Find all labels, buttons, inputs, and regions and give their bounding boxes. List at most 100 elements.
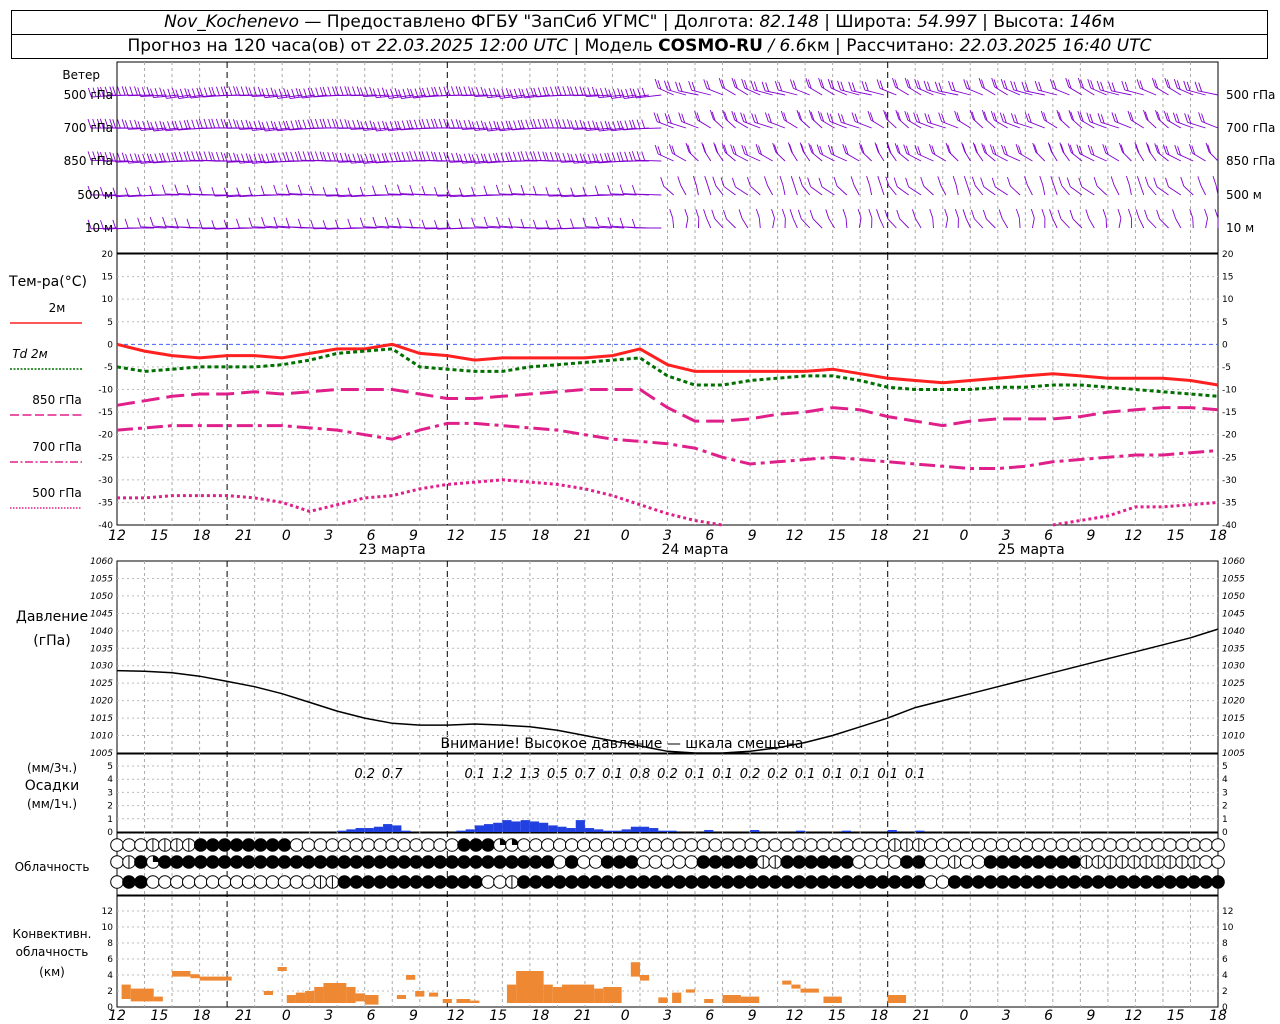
cloud-circle	[612, 855, 627, 869]
wind-barb-feather	[993, 79, 998, 89]
cloud-circle	[193, 855, 208, 869]
wind-barb-feather	[372, 185, 376, 195]
wind-barb-feather	[421, 87, 426, 98]
wind-barb-feather	[755, 144, 760, 154]
wind-barb-feather	[1093, 176, 1098, 187]
wind-barb-feather	[931, 145, 936, 155]
wind-barb	[887, 218, 897, 229]
x-tick-label: 9	[1087, 528, 1096, 544]
wind-barb-feather	[628, 151, 633, 162]
cloud-circle	[433, 855, 447, 869]
cloud-circle	[529, 875, 543, 889]
wind-barb-feather	[488, 121, 493, 131]
precip-3h-value: 0.7	[575, 767, 596, 782]
wind-barb-feather	[241, 153, 245, 163]
x-tick-label-bottom: 21	[574, 1008, 592, 1024]
wind-barb	[879, 218, 885, 229]
wind-level-left: 700 гПа	[64, 121, 113, 135]
wind-barb-feather	[869, 112, 874, 122]
wind-barb-feather	[509, 89, 514, 99]
wind-barb-feather	[438, 118, 443, 128]
cloud-circle	[876, 855, 890, 869]
press-tick-right: 1035	[1222, 644, 1245, 654]
precip-tick-right: 4	[1222, 775, 1228, 785]
wind-barb-feather	[532, 118, 537, 129]
precip-bar	[364, 828, 374, 832]
wind-barb-feather	[134, 86, 138, 96]
cloud-circle	[337, 838, 352, 852]
wind-barb	[772, 218, 775, 229]
temp-tick-left: -10	[98, 386, 113, 396]
wind-barb-feather	[989, 144, 994, 154]
wind-barb-feather	[1172, 209, 1176, 219]
wind-barb-feather	[612, 88, 617, 98]
cloud-circle	[385, 875, 400, 889]
lon-label: Долгота:	[674, 12, 754, 32]
wind-barb-feather	[1049, 209, 1053, 219]
wind-barb-feather	[537, 118, 542, 129]
wind-barb-feather	[282, 152, 287, 162]
cloud-circle	[253, 855, 268, 869]
cloud-circle	[517, 875, 531, 889]
wind-level-right: 500 м	[1226, 188, 1262, 202]
wind-barb-feather	[493, 87, 498, 97]
x-tick-label-bottom: 15	[828, 1008, 846, 1024]
wind-barb-feather	[664, 113, 669, 123]
wind-barb	[680, 185, 687, 196]
wind-barb-feather	[861, 80, 866, 91]
cloud-circle	[301, 855, 316, 869]
wind-barb-feather	[761, 81, 766, 91]
wind-barb-feather	[1201, 113, 1205, 123]
wind-barb-feather	[754, 114, 759, 124]
cloud-circle	[182, 875, 196, 889]
cloud-circle	[1199, 838, 1213, 852]
cloud-circle	[277, 855, 292, 869]
wind-barb-feather	[712, 176, 717, 186]
wind-barb-feather	[557, 86, 562, 96]
wind-barb-feather	[134, 153, 139, 163]
wind-barb-feather	[1108, 81, 1112, 91]
wind-barb-feather	[934, 81, 939, 91]
cloud-circle	[1067, 838, 1082, 852]
wind-barb-feather	[604, 153, 609, 163]
precip-bar	[529, 821, 540, 832]
wind-barb-feather	[285, 217, 290, 227]
wind-barb-feather	[352, 86, 356, 96]
cloud-circle	[1187, 875, 1201, 889]
wind-barb-feather	[310, 151, 315, 161]
wind-barb-feather	[468, 119, 473, 130]
wind-barb-feather	[550, 86, 554, 96]
wind-barb	[974, 218, 984, 229]
wind-barb-feather	[322, 86, 327, 97]
wind-barb-feather	[702, 144, 707, 154]
wind-barb-feather	[475, 87, 480, 97]
cloud-circle	[600, 855, 615, 869]
wind-barb-feather	[223, 86, 228, 96]
wind-barb-feather	[297, 119, 302, 130]
wind-barb	[276, 193, 303, 196]
wind-barb-feather	[137, 87, 142, 97]
cloud-circle	[241, 838, 256, 852]
precip-bar	[511, 821, 521, 832]
wind-barb-feather	[385, 121, 390, 131]
cloud-circle	[337, 855, 352, 869]
cloud-circle	[409, 838, 423, 852]
wind-barb-feather	[493, 120, 498, 131]
wind-barb-feather	[978, 77, 983, 88]
wind-barb-feather	[104, 151, 109, 162]
convective-bar	[630, 962, 640, 977]
wind-barb	[598, 225, 625, 229]
press-tick-left: 1005	[90, 749, 113, 759]
wind-barb-feather	[471, 154, 476, 164]
wind-barb-feather	[1018, 145, 1022, 155]
wind-barb-feather	[166, 152, 171, 162]
wind-barb-feather	[357, 153, 361, 163]
wind-barb-feather	[124, 187, 129, 197]
wind-barb-feather	[223, 187, 228, 197]
wind-barb-feather	[864, 81, 869, 92]
wind-barb-feather	[508, 120, 513, 131]
wind-barb-feather	[245, 86, 250, 96]
wind-barb-feather	[455, 119, 460, 129]
precip-tick-left: 4	[107, 775, 113, 785]
x-tick-label-bottom: 9	[409, 1008, 418, 1024]
